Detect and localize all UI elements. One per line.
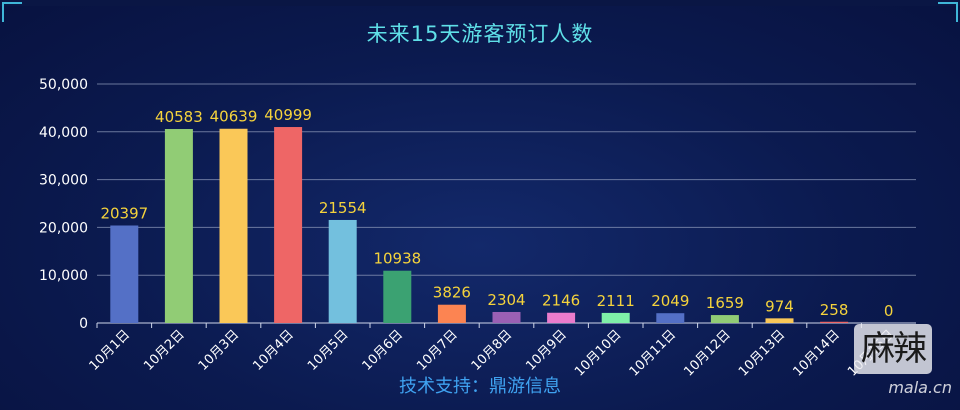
data-label: 40999 (264, 106, 312, 124)
data-label: 2049 (651, 292, 689, 310)
bar (765, 318, 794, 323)
bar (164, 129, 193, 323)
x-tick-label: 10月1日 (87, 327, 134, 374)
x-tick-label: 10月6日 (360, 327, 407, 374)
bar (547, 312, 576, 323)
x-tick-label: 10月7日 (414, 327, 461, 374)
x-tick-label: 10月8日 (469, 327, 516, 374)
data-label: 258 (820, 301, 849, 319)
data-label: 2111 (597, 292, 635, 310)
y-tick-label: 50,000 (39, 77, 88, 93)
bar (110, 225, 139, 323)
data-label: 0 (884, 302, 894, 320)
y-tick-label: 40,000 (39, 125, 88, 141)
data-label: 974 (765, 297, 794, 315)
y-tick-label: 10,000 (39, 268, 88, 284)
bar (328, 219, 357, 323)
bar (820, 321, 849, 323)
top-strip (0, 0, 960, 6)
y-tick-label: 0 (79, 316, 88, 332)
y-tick-label: 20,000 (39, 220, 88, 236)
bar (437, 304, 466, 323)
data-label: 2146 (542, 292, 580, 310)
y-tick-label: 30,000 (39, 173, 88, 189)
bar (274, 127, 303, 323)
x-tick-label: 10月9日 (523, 327, 570, 374)
bar (383, 270, 412, 323)
x-tick-label: 10月3日 (196, 327, 243, 374)
chart-title: 未来15天游客预订人数 (366, 22, 594, 46)
bar (601, 312, 630, 323)
bar (710, 315, 739, 323)
data-label: 20397 (100, 205, 148, 223)
corner-decoration-left (2, 2, 22, 22)
watermark-logo: 麻辣 (854, 324, 932, 374)
bar (656, 313, 685, 323)
x-tick-label: 10月2日 (141, 327, 188, 374)
x-tick-label: 10月5日 (305, 327, 352, 374)
bar (492, 311, 521, 323)
data-label: 10938 (373, 250, 421, 268)
data-label: 40639 (210, 108, 258, 126)
data-label: 2304 (487, 291, 525, 309)
data-label: 1659 (706, 294, 744, 312)
footer-credit: 技术支持：鼎游信息 (399, 376, 561, 397)
watermark: 麻辣 mala.cn (850, 324, 954, 402)
x-tick-label: 10月4日 (250, 327, 297, 374)
bar (219, 128, 248, 323)
corner-decoration-right (938, 2, 958, 22)
data-label: 40583 (155, 108, 203, 126)
watermark-url: mala.cn (888, 378, 952, 397)
data-label: 3826 (433, 284, 471, 302)
data-label: 21554 (319, 199, 367, 217)
